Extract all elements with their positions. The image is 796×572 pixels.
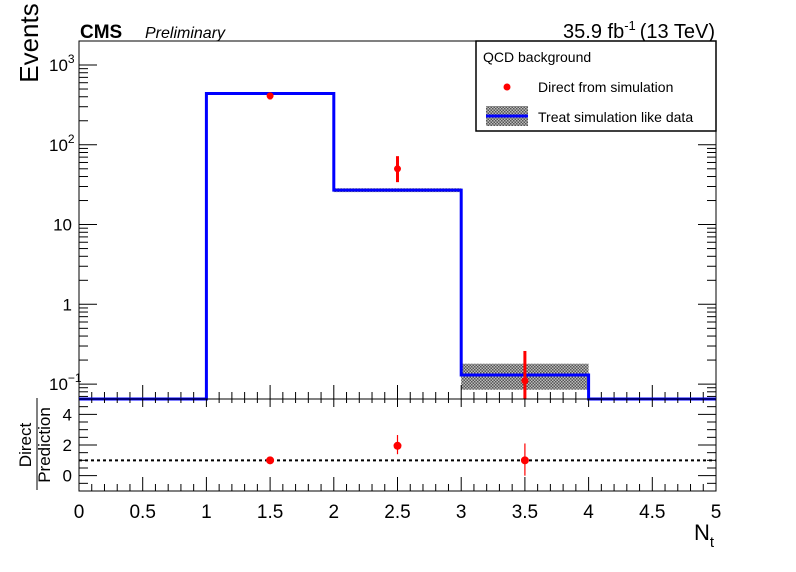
y-tick-label: 10 — [53, 216, 72, 235]
simulation-point — [521, 377, 529, 385]
x-axis-label: Nt — [694, 520, 715, 551]
y-tick-label: 102 — [49, 132, 75, 155]
y-tick-label: 103 — [49, 52, 75, 75]
ratio-panel: 0 2 4 0 0.5 1 1.5 2 2.5 3 3.5 4 4.5 5 Direct Predict… — [16, 398, 721, 551]
x-tick-label: 0 — [74, 502, 85, 523]
y-axis-label: Events — [14, 3, 44, 83]
x-tick-label: 3 — [456, 502, 467, 523]
ratio-y-tick-label: 4 — [63, 405, 72, 424]
legend-marker-simulation — [503, 83, 511, 91]
luminosity-label: 35.9 fb-1 (13 TeV) — [563, 18, 715, 43]
x-tick-label: 4 — [583, 502, 594, 523]
x-tick-label: 5 — [711, 502, 722, 523]
x-axis-ticks-main — [78, 385, 717, 399]
ratio-y-tick-label: 2 — [63, 436, 72, 455]
ratio-points — [266, 435, 529, 476]
prediction-step-line — [79, 91, 716, 401]
x-tick-label: 1.5 — [257, 502, 283, 523]
x-tick-label: 3.5 — [512, 502, 538, 523]
status-label: Preliminary — [145, 25, 226, 42]
uncertainty-band-group — [206, 92, 589, 390]
ratio-y-tick-label: 0 — [63, 467, 72, 486]
x-tick-label: 0.5 — [129, 502, 155, 523]
x-axis-ticks: 0 0.5 1 1.5 2 2.5 3 3.5 4 4.5 5 — [74, 399, 722, 523]
ratio-point — [520, 456, 529, 465]
ratio-point — [393, 441, 402, 450]
experiment-label: CMS — [80, 22, 122, 43]
y-tick-label: 1 — [63, 295, 72, 314]
simulation-point — [394, 165, 401, 173]
simulation-point — [266, 92, 274, 100]
legend-title: QCD background — [483, 49, 591, 65]
x-tick-label: 2 — [329, 502, 340, 523]
legend-entry-prediction: Treat simulation like data — [538, 109, 693, 125]
x-tick-label: 1 — [201, 502, 212, 523]
ratio-point — [266, 456, 275, 465]
y-tick-label: 10−1 — [49, 371, 82, 394]
x-tick-label: 2.5 — [384, 502, 410, 523]
legend: QCD background Direct from simulation Tr… — [475, 40, 717, 132]
ratio-label-denominator: Prediction — [35, 407, 54, 483]
x-tick-label: 4.5 — [639, 502, 665, 523]
ratio-y-axis-ticks: 0 2 4 — [63, 398, 716, 492]
legend-entry-simulation: Direct from simulation — [538, 79, 673, 95]
simulation-points — [266, 92, 529, 399]
ratio-label-numerator: Direct — [16, 423, 35, 468]
